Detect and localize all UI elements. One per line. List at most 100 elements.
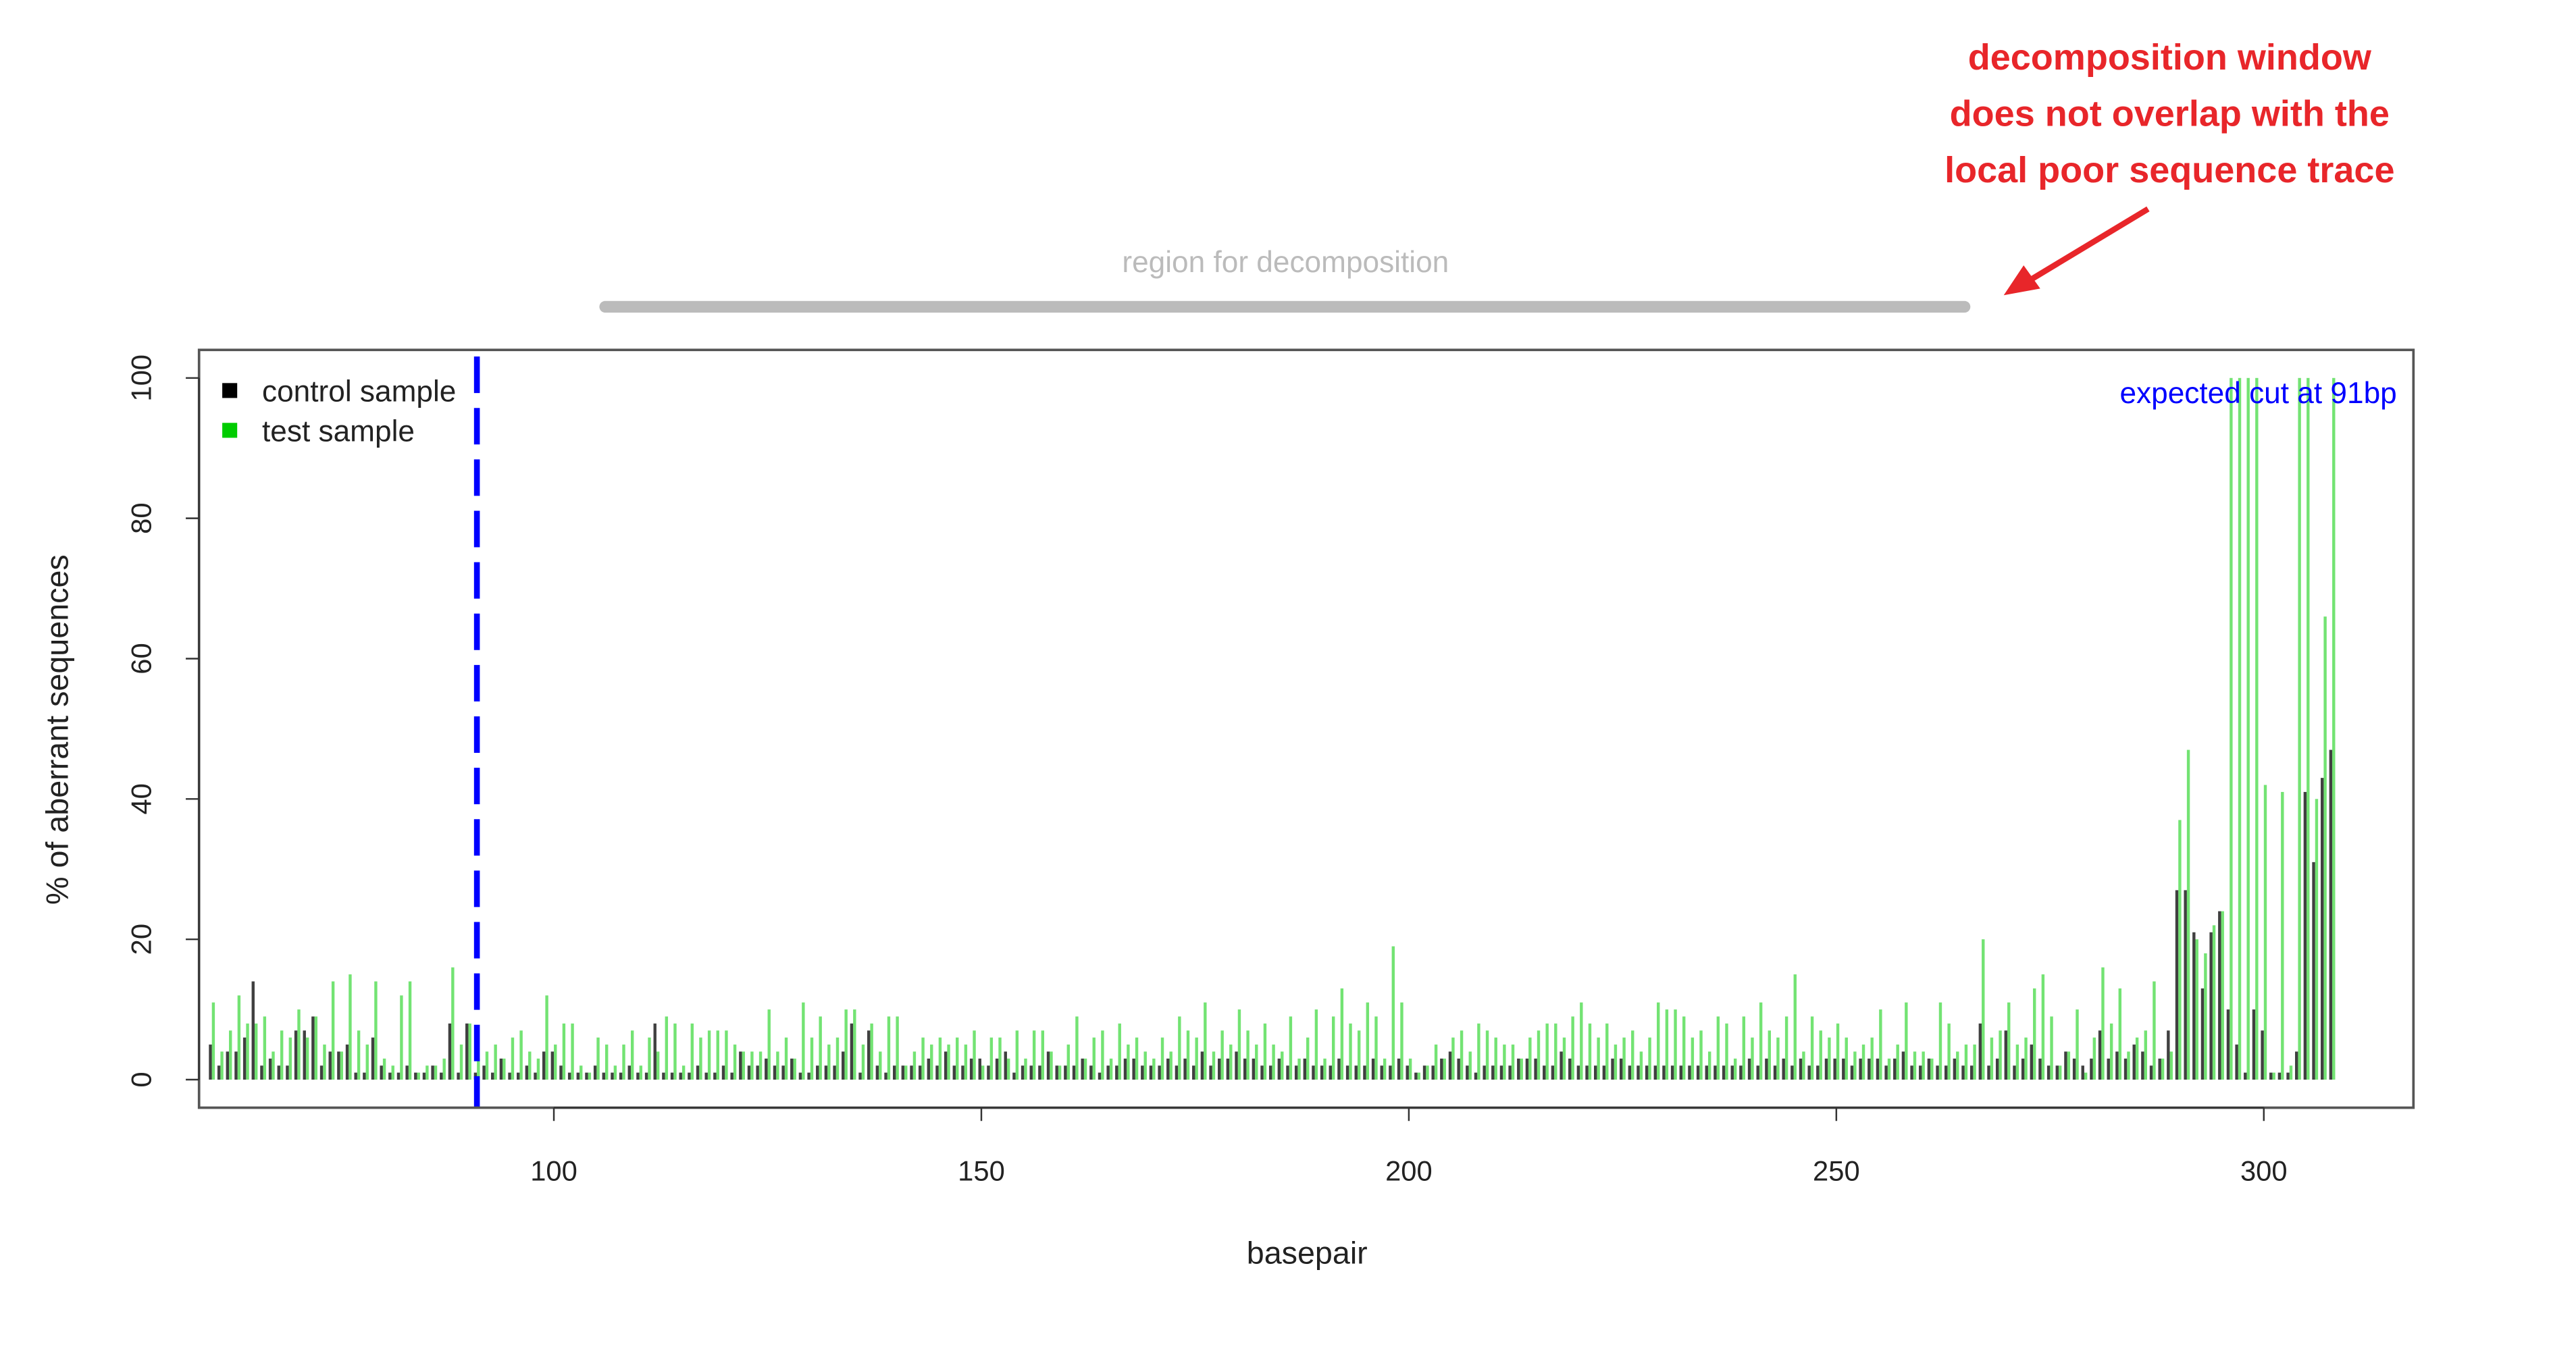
- bar: [1696, 1065, 1700, 1080]
- bar: [294, 1030, 298, 1080]
- bar: [1853, 1051, 1857, 1080]
- bar: [2312, 862, 2315, 1080]
- bar: [1289, 1016, 1293, 1080]
- bar: [328, 1051, 332, 1080]
- bar: [1371, 1058, 1375, 1080]
- bar: [2153, 981, 2156, 1080]
- bar: [2281, 791, 2284, 1080]
- bar: [297, 1009, 301, 1080]
- bar: [1560, 1051, 1563, 1080]
- x-tick-label: 150: [958, 1155, 1005, 1187]
- bar: [516, 1072, 520, 1080]
- bar: [459, 1045, 463, 1080]
- bar: [1657, 1002, 1660, 1080]
- bar: [918, 1065, 922, 1080]
- x-axis-label: basepair: [1247, 1235, 1368, 1270]
- bar: [511, 1037, 515, 1080]
- bar: [619, 1072, 623, 1080]
- bar: [2004, 1030, 2008, 1080]
- bar: [442, 1058, 446, 1080]
- bar: [503, 1058, 506, 1080]
- bar: [1619, 1058, 1623, 1080]
- bar: [1836, 1023, 1840, 1080]
- bar: [2184, 890, 2187, 1080]
- bar: [354, 1072, 357, 1080]
- bar: [630, 1030, 634, 1080]
- bar: [681, 1065, 686, 1080]
- bar: [209, 1045, 212, 1080]
- bar: [1648, 1037, 1651, 1080]
- bar: [1212, 1051, 1216, 1080]
- bar: [2307, 377, 2310, 1080]
- bar: [767, 1009, 771, 1080]
- bar: [405, 1065, 409, 1080]
- bar: [288, 1037, 292, 1080]
- bar: [340, 1051, 343, 1080]
- bar: [508, 1072, 511, 1080]
- bar: [1417, 1072, 1420, 1080]
- bar: [2090, 1058, 2093, 1080]
- bar: [2212, 925, 2216, 1080]
- bar: [1426, 1065, 1429, 1080]
- bar: [576, 1072, 580, 1080]
- bar: [1816, 1065, 1820, 1080]
- bar: [758, 1051, 763, 1080]
- bar: [1936, 1065, 1939, 1080]
- bar: [562, 1023, 566, 1080]
- bar: [1101, 1030, 1104, 1080]
- bar: [440, 1072, 443, 1080]
- bar: [2021, 1058, 2025, 1080]
- bar: [1870, 1037, 1874, 1080]
- bar: [237, 995, 241, 1080]
- bar: [2261, 1030, 2264, 1080]
- bar: [1833, 1058, 1836, 1080]
- bar: [217, 1065, 221, 1080]
- bar: [1127, 1045, 1130, 1080]
- bar: [1819, 1030, 1822, 1080]
- bar: [1927, 1058, 1931, 1080]
- bar: [1791, 1065, 1794, 1080]
- bar: [2007, 1002, 2011, 1080]
- bar: [382, 1058, 386, 1080]
- bar: [1699, 1030, 1703, 1080]
- bar: [1460, 1030, 1464, 1080]
- bar: [1707, 1051, 1711, 1080]
- bar: [1810, 1016, 1814, 1080]
- bar: [1622, 1037, 1626, 1080]
- bar: [1551, 1065, 1555, 1080]
- bar: [1802, 1051, 1805, 1080]
- bar: [494, 1045, 497, 1080]
- bar: [1166, 1058, 1170, 1080]
- bar: [887, 1016, 891, 1080]
- bar: [2200, 988, 2205, 1080]
- bar: [733, 1045, 737, 1080]
- annotation-line: local poor sequence trace: [1944, 150, 2394, 190]
- bar: [1722, 1065, 1726, 1080]
- bar: [1845, 1037, 1848, 1080]
- bar: [242, 1037, 247, 1080]
- bar: [627, 1065, 631, 1080]
- bar: [1947, 1023, 1951, 1080]
- bar: [1400, 1002, 1403, 1080]
- bar: [784, 1037, 788, 1080]
- bar: [1004, 1051, 1007, 1080]
- bar: [1905, 1002, 1908, 1080]
- bar: [1528, 1037, 1532, 1080]
- bar: [499, 1058, 503, 1080]
- bar: [1064, 1065, 1067, 1080]
- bar: [2015, 1045, 2019, 1080]
- bar: [858, 1072, 862, 1080]
- bar: [1106, 1065, 1110, 1080]
- bar: [1691, 1037, 1695, 1080]
- bar: [1842, 1058, 1845, 1080]
- bar: [892, 1065, 896, 1080]
- bar: [468, 1023, 471, 1080]
- bar: [793, 1058, 796, 1080]
- bar: [1969, 1065, 1974, 1080]
- y-axis-label: % of aberrant sequences: [40, 554, 75, 905]
- bar: [1149, 1065, 1153, 1080]
- bar: [1705, 1065, 1708, 1080]
- bar: [2169, 1051, 2173, 1080]
- bar: [1451, 1037, 1455, 1080]
- bar: [596, 1037, 600, 1080]
